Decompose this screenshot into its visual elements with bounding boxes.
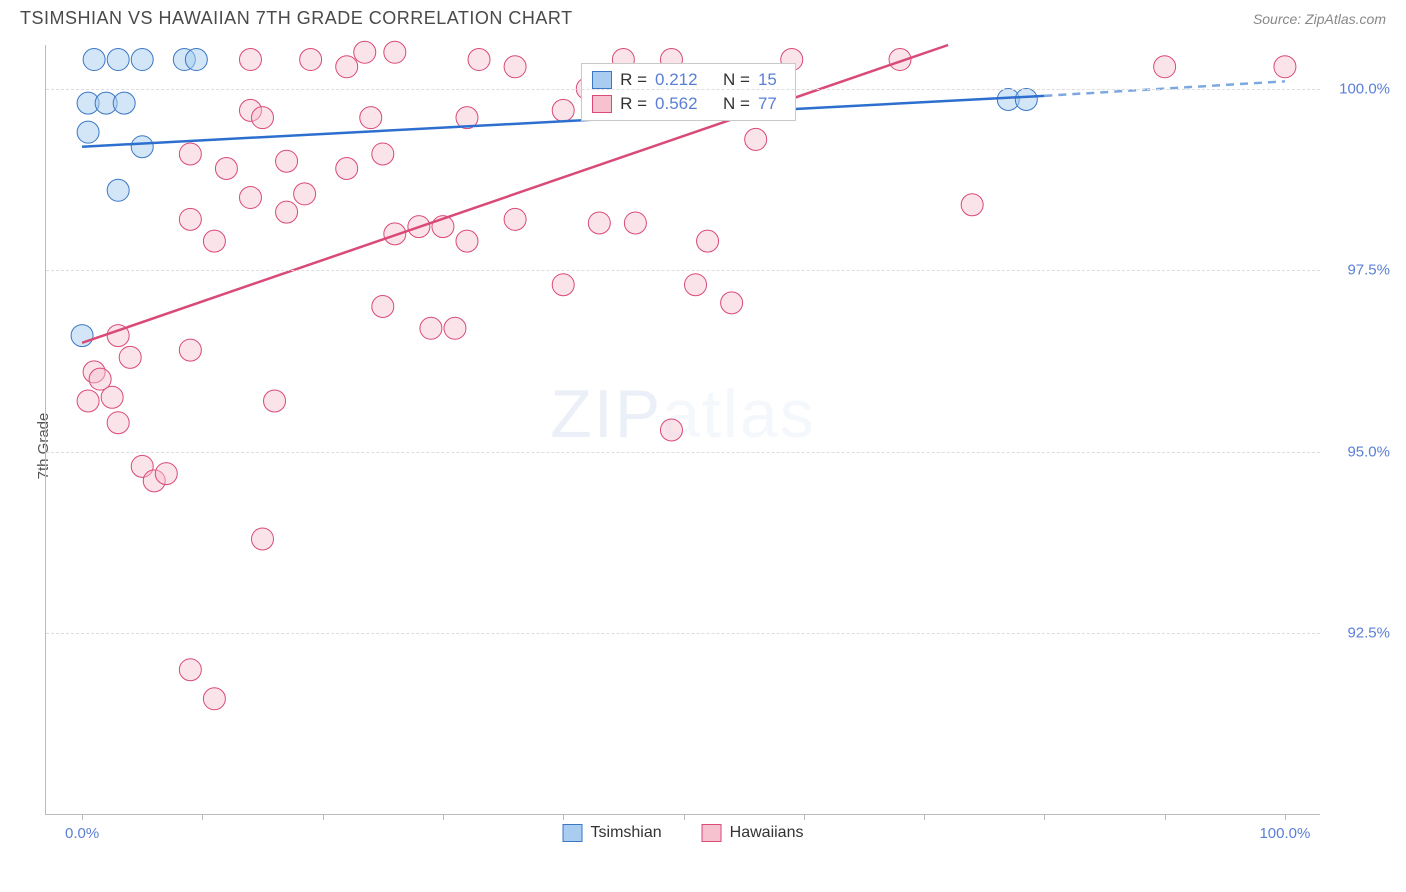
point-hawaiians: [444, 317, 466, 339]
stats-legend-box: R = 0.212 N = 15 R = 0.562 N = 77: [581, 63, 796, 121]
point-hawaiians: [107, 412, 129, 434]
swatch-hawaiians-icon: [702, 824, 722, 842]
xtick: [804, 814, 805, 820]
point-hawaiians: [179, 659, 201, 681]
swatch-tsimshian: [592, 71, 612, 89]
swatch-hawaiians: [592, 95, 612, 113]
point-hawaiians: [504, 208, 526, 230]
xtick: [323, 814, 324, 820]
xtick: [924, 814, 925, 820]
stats-row-hawaiians: R = 0.562 N = 77: [592, 92, 777, 116]
trendline-hawaiians: [82, 45, 948, 343]
point-hawaiians: [77, 390, 99, 412]
point-hawaiians: [468, 49, 490, 71]
gridline-h: [46, 452, 1320, 453]
point-hawaiians: [119, 346, 141, 368]
point-hawaiians: [276, 150, 298, 172]
point-hawaiians: [660, 419, 682, 441]
ytick-label: 92.5%: [1347, 625, 1390, 642]
chart-title: TSIMSHIAN VS HAWAIIAN 7TH GRADE CORRELAT…: [20, 8, 573, 29]
plot-area: ZIPatlas R = 0.212 N = 15 R = 0.562 N = …: [45, 45, 1320, 815]
point-hawaiians: [203, 230, 225, 252]
point-hawaiians: [588, 212, 610, 234]
point-hawaiians: [1274, 56, 1296, 78]
point-hawaiians: [697, 230, 719, 252]
point-hawaiians: [336, 56, 358, 78]
point-hawaiians: [384, 41, 406, 63]
swatch-tsimshian-icon: [563, 824, 583, 842]
xtick: [1044, 814, 1045, 820]
point-hawaiians: [372, 143, 394, 165]
point-hawaiians: [252, 107, 274, 129]
point-hawaiians: [179, 143, 201, 165]
point-hawaiians: [552, 274, 574, 296]
gridline-h: [46, 633, 1320, 634]
point-hawaiians: [624, 212, 646, 234]
xtick: [684, 814, 685, 820]
point-tsimshian: [83, 49, 105, 71]
ytick-label: 95.0%: [1347, 443, 1390, 460]
ytick-label: 100.0%: [1339, 80, 1390, 97]
point-hawaiians: [745, 128, 767, 150]
point-tsimshian: [113, 92, 135, 114]
xtick: [1285, 814, 1286, 820]
point-hawaiians: [252, 528, 274, 550]
point-hawaiians: [504, 56, 526, 78]
ytick-label: 97.5%: [1347, 262, 1390, 279]
gridline-h: [46, 89, 1320, 90]
point-hawaiians: [354, 41, 376, 63]
point-hawaiians: [685, 274, 707, 296]
point-tsimshian: [131, 136, 153, 158]
legend-item-hawaiians: Hawaiians: [702, 824, 804, 842]
gridline-h: [46, 270, 1320, 271]
xtick-label: 100.0%: [1259, 825, 1310, 842]
point-tsimshian: [107, 49, 129, 71]
point-hawaiians: [155, 463, 177, 485]
point-hawaiians: [961, 194, 983, 216]
xtick: [563, 814, 564, 820]
xtick: [443, 814, 444, 820]
point-tsimshian: [71, 325, 93, 347]
point-hawaiians: [1154, 56, 1176, 78]
point-hawaiians: [456, 230, 478, 252]
point-hawaiians: [360, 107, 382, 129]
xtick: [202, 814, 203, 820]
source-attribution: Source: ZipAtlas.com: [1253, 11, 1386, 27]
point-hawaiians: [300, 49, 322, 71]
point-hawaiians: [179, 339, 201, 361]
point-hawaiians: [215, 157, 237, 179]
plot-border: ZIPatlas R = 0.212 N = 15 R = 0.562 N = …: [45, 45, 1320, 815]
point-tsimshian: [107, 179, 129, 201]
xtick: [1165, 814, 1166, 820]
point-hawaiians: [239, 49, 261, 71]
point-tsimshian: [131, 49, 153, 71]
point-hawaiians: [420, 317, 442, 339]
point-hawaiians: [179, 208, 201, 230]
xtick-label: 0.0%: [65, 825, 99, 842]
point-tsimshian: [77, 121, 99, 143]
legend-item-tsimshian: Tsimshian: [563, 824, 662, 842]
point-hawaiians: [264, 390, 286, 412]
point-hawaiians: [203, 688, 225, 710]
point-hawaiians: [294, 183, 316, 205]
point-hawaiians: [89, 368, 111, 390]
point-hawaiians: [336, 157, 358, 179]
point-tsimshian: [185, 49, 207, 71]
point-hawaiians: [552, 99, 574, 121]
point-hawaiians: [721, 292, 743, 314]
legend-bottom: Tsimshian Hawaiians: [563, 824, 804, 842]
point-tsimshian: [1015, 88, 1037, 110]
xtick: [82, 814, 83, 820]
point-hawaiians: [372, 296, 394, 318]
point-hawaiians: [276, 201, 298, 223]
point-hawaiians: [239, 187, 261, 209]
chart-svg: [46, 45, 1320, 814]
